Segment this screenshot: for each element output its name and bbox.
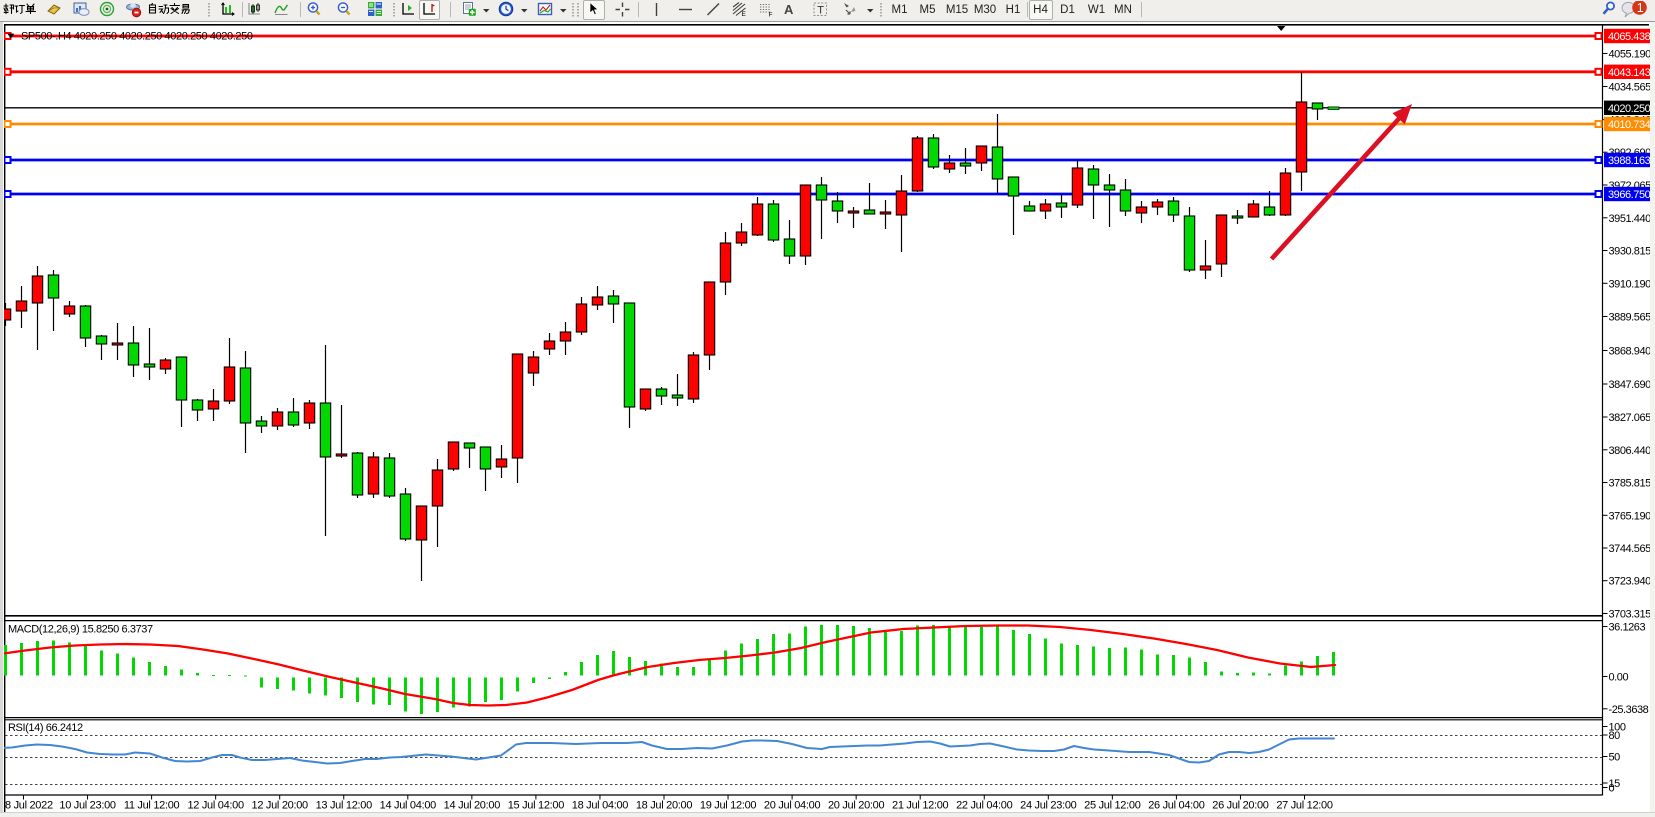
svg-text:3910.190: 3910.190: [1609, 278, 1652, 290]
svg-text:4020.250: 4020.250: [1608, 103, 1651, 115]
svg-text:36.1263: 36.1263: [1609, 622, 1646, 634]
svg-text:4055.190: 4055.190: [1609, 49, 1652, 61]
svg-text:1: 1: [1637, 1, 1644, 15]
svg-text:100: 100: [1609, 722, 1626, 734]
svg-text:3966.750: 3966.750: [1608, 189, 1651, 201]
svg-text:4010.734: 4010.734: [1608, 119, 1651, 131]
svg-text:50: 50: [1609, 752, 1621, 764]
svg-text:21 Jul 12:00: 21 Jul 12:00: [892, 800, 949, 812]
svg-text:3988.163: 3988.163: [1608, 155, 1651, 167]
svg-text:22 Jul 04:00: 22 Jul 04:00: [956, 800, 1013, 812]
svg-text:0.00: 0.00: [1609, 672, 1629, 684]
svg-text:15: 15: [1609, 778, 1621, 790]
svg-text:0: 0: [1609, 783, 1615, 795]
svg-text:14 Jul 04:00: 14 Jul 04:00: [380, 800, 437, 812]
svg-text:RSI(14) 66.2412: RSI(14) 66.2412: [8, 722, 83, 734]
svg-text:10 Jul 23:00: 10 Jul 23:00: [59, 800, 116, 812]
svg-text:-25.3638: -25.3638: [1609, 704, 1649, 716]
svg-text:12 Jul 20:00: 12 Jul 20:00: [252, 800, 309, 812]
svg-text:20 Jul 20:00: 20 Jul 20:00: [828, 800, 885, 812]
svg-text:13 Jul 12:00: 13 Jul 12:00: [316, 800, 373, 812]
svg-text:4043.143: 4043.143: [1608, 67, 1651, 79]
svg-text:8 Jul 2022: 8 Jul 2022: [5, 800, 53, 812]
svg-text:19 Jul 12:00: 19 Jul 12:00: [700, 800, 757, 812]
svg-text:25 Jul 12:00: 25 Jul 12:00: [1084, 800, 1141, 812]
svg-text:12 Jul 04:00: 12 Jul 04:00: [187, 800, 244, 812]
svg-text:3703.315: 3703.315: [1609, 609, 1652, 621]
svg-text:27 Jul 12:00: 27 Jul 12:00: [1276, 800, 1333, 812]
svg-text:3847.690: 3847.690: [1609, 379, 1652, 391]
svg-text:18 Jul 20:00: 18 Jul 20:00: [636, 800, 693, 812]
svg-text:26 Jul 04:00: 26 Jul 04:00: [1148, 800, 1205, 812]
svg-text:24 Jul 23:00: 24 Jul 23:00: [1020, 800, 1077, 812]
svg-text:MACD(12,26,9) 15.8250 6.3737: MACD(12,26,9) 15.8250 6.3737: [8, 624, 153, 636]
svg-text:80: 80: [1609, 730, 1621, 742]
svg-text:3930.815: 3930.815: [1609, 246, 1652, 258]
svg-text:26 Jul 20:00: 26 Jul 20:00: [1212, 800, 1269, 812]
svg-text:3744.565: 3744.565: [1609, 543, 1652, 555]
svg-text:3868.940: 3868.940: [1609, 346, 1652, 358]
svg-text:3889.565: 3889.565: [1609, 312, 1652, 324]
svg-text:3951.440: 3951.440: [1609, 213, 1652, 225]
svg-text:E: E: [742, 11, 747, 18]
svg-text:11 Jul 12:00: 11 Jul 12:00: [124, 800, 180, 812]
svg-text:3827.065: 3827.065: [1609, 412, 1652, 424]
svg-text:15 Jul 12:00: 15 Jul 12:00: [508, 800, 565, 812]
svg-text:3723.940: 3723.940: [1609, 576, 1652, 588]
svg-text:4034.565: 4034.565: [1609, 82, 1652, 94]
svg-text:SP500-.H4 4020.250 4020.250 4: SP500-.H4 4020.250 4020.250 4020.250 402…: [21, 31, 253, 43]
svg-text:20 Jul 04:00: 20 Jul 04:00: [764, 800, 821, 812]
svg-text:3785.815: 3785.815: [1609, 478, 1652, 490]
svg-text:T: T: [817, 5, 824, 17]
svg-text:14 Jul 20:00: 14 Jul 20:00: [444, 800, 501, 812]
svg-text:3765.190: 3765.190: [1609, 510, 1652, 522]
svg-text:3806.440: 3806.440: [1609, 445, 1652, 457]
svg-text:F: F: [769, 12, 773, 19]
svg-text:4065.438: 4065.438: [1608, 31, 1651, 43]
svg-text:18 Jul 04:00: 18 Jul 04:00: [572, 800, 629, 812]
